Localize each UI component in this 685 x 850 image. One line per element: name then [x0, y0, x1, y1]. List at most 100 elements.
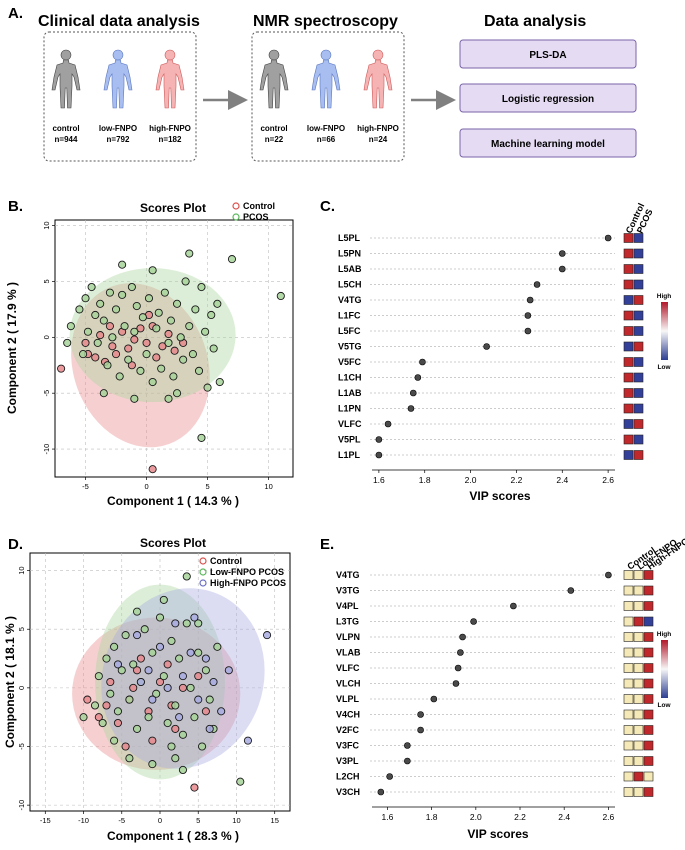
panel-c-vip-point: [524, 327, 532, 335]
panel-e-heatmap-cell: [643, 632, 654, 642]
panel-e-feature-label: VLAB: [336, 648, 361, 658]
panel-b-point-s1: [79, 350, 88, 359]
panel-d-point-s1: [117, 666, 126, 675]
panel-b-point-s1: [105, 288, 114, 297]
panel-b-point-s1: [148, 266, 157, 275]
panel-c-vip-point: [414, 374, 422, 381]
panel-b-point-s1: [144, 294, 154, 303]
panel-b-point-s1: [91, 310, 100, 320]
panel-e-colorbar-gradient: [661, 640, 668, 698]
panel-e-heatmap-cell: [633, 725, 644, 735]
panel-e-heatmap-cell: [643, 585, 654, 596]
panel-d-point-s1: [198, 742, 207, 751]
panel-b-plot-frame: [54, 219, 294, 478]
clinical-box: [43, 31, 197, 162]
panel-b-point-s1: [164, 338, 173, 347]
panel-b-point-s1: [111, 305, 121, 314]
panel-b-ellipse-0: [71, 283, 210, 448]
panel-b-points: [57, 249, 285, 474]
panel-b-point-s1: [213, 299, 222, 308]
panel-b-point-s1: [136, 366, 145, 375]
panel-d-ylabel: Component 2 ( 18.1 % ): [3, 616, 17, 748]
panel-e-heatmap-cell: [643, 647, 654, 658]
panel-d-point-s0: [155, 677, 165, 687]
clinical-figure-control: [51, 49, 81, 109]
panel-e-heatmap-cell: [643, 709, 654, 720]
panel-c-vip-point: [604, 234, 612, 242]
nmr-group-high-fnpo: high-FNPO: [357, 124, 399, 133]
panel-b-point-s1: [138, 313, 147, 322]
panel-c-vip-point: [384, 420, 392, 428]
panel-c-feature-label: L5CH: [338, 280, 362, 290]
clinical-group-low-fnpo: low-FNPO: [99, 124, 137, 133]
panel-e-letter: E.: [320, 536, 334, 553]
panel-d-point-s2: [217, 707, 226, 716]
panel-c-heatmap-cell: [623, 310, 634, 321]
panel-b-ytick-label: -5: [42, 390, 51, 397]
panel-b-point-s1: [130, 394, 139, 403]
panel-d-point-s1: [110, 736, 119, 745]
panel-d-point-s1: [213, 642, 222, 651]
panel-e-feature-label: V3CH: [336, 787, 360, 797]
panel-b-point-s1: [132, 301, 141, 311]
panel-c-vip-point: [558, 265, 566, 273]
clinical-figure-low-fnpo: [103, 49, 133, 109]
panel-e-vip-point: [452, 680, 460, 687]
panel-b-point-s1: [207, 310, 216, 320]
panel-b-ytick-label: 5: [42, 279, 51, 283]
panel-b-point-s0: [108, 342, 117, 351]
panel-d-point-s2: [171, 619, 180, 628]
panel-c-feature-label: L1PL: [338, 450, 361, 460]
panel-c-colorbar-gradient: [661, 302, 668, 360]
panel-c-heatmap-cell: [633, 233, 644, 243]
panel-e-x-ticks: 1.6 1.8 2.0 2.2 2.4 2.6: [382, 807, 615, 822]
panel-c-heatmap-cell: [633, 264, 644, 274]
panel-d-grid: [30, 553, 290, 811]
panel-e-heatmap-cell: [623, 725, 634, 735]
panel-c-heatmap-cell: [623, 450, 634, 460]
panel-e-feature-label: V2FC: [336, 725, 360, 735]
panel-e-vip-point: [459, 633, 466, 641]
panel-c-rows: L5PL L5PN L5AB L5CH V4TG L1FC L5FC V5TG V5FC L1CH…: [338, 233, 644, 460]
panel-d-point-s1: [159, 672, 168, 681]
panel-e-feature-label: V4PL: [336, 601, 359, 611]
panel-d-point-s0: [163, 660, 172, 669]
panel-c-heatmap-cell: [623, 403, 634, 414]
panel-c-feature-label: VLFC: [338, 419, 362, 429]
panel-d-point-s2: [209, 677, 218, 687]
panel-c-heatmap-cell: [633, 310, 644, 321]
panel-c-heatmap-cell: [623, 248, 634, 259]
panel-b-xtick-label: 5: [205, 482, 209, 491]
panel-e-heatmap-cell: [643, 616, 654, 627]
panel-d-point-s2: [163, 683, 172, 692]
clinical-n-control: n=944: [55, 135, 78, 144]
panel-d-point-s0: [190, 783, 199, 792]
panel-c-heatmap-cell: [633, 341, 644, 352]
panel-b-point-s0: [148, 465, 157, 474]
panel-e-heatmap-cell: [623, 771, 634, 782]
panel-d-point-s0: [121, 742, 130, 751]
panel-e-heatmap-cell: [643, 756, 654, 766]
panel-b-point-s1: [176, 333, 185, 342]
panel-d-ytick-label: 5: [17, 627, 26, 631]
panel-b-point-s1: [99, 316, 108, 325]
panel-d-point-s1: [186, 683, 195, 692]
analysis-section: Data analysis PLS-DA Logistic regression…: [459, 13, 637, 158]
panel-d-point-s1: [159, 595, 168, 604]
panel-b-point-s1: [93, 338, 102, 347]
panel-d-point-s2: [175, 713, 184, 722]
panel-e-heatmap-cell: [643, 601, 654, 611]
panel-b-point-s1: [276, 291, 285, 301]
panel-c-heatmap-cell: [633, 326, 644, 336]
panel-c-feature-label: V5TG: [338, 342, 362, 352]
panel-d-xtick-label: -5: [118, 816, 125, 825]
panel-d-point-s1: [129, 660, 138, 669]
panel-d-point-s2: [133, 631, 142, 640]
panel-d-point-s1: [113, 707, 122, 716]
panel-d-y-ticks: -10 -5 0 5 10: [17, 566, 30, 811]
panel-e-vip-point: [386, 773, 393, 780]
panel-b-point-s1: [227, 255, 237, 264]
panel-b-ylabel: Component 2 ( 17.9 % ): [5, 282, 19, 414]
panel-d-point-s1: [90, 701, 100, 710]
panel-d-point-s1: [121, 631, 130, 640]
